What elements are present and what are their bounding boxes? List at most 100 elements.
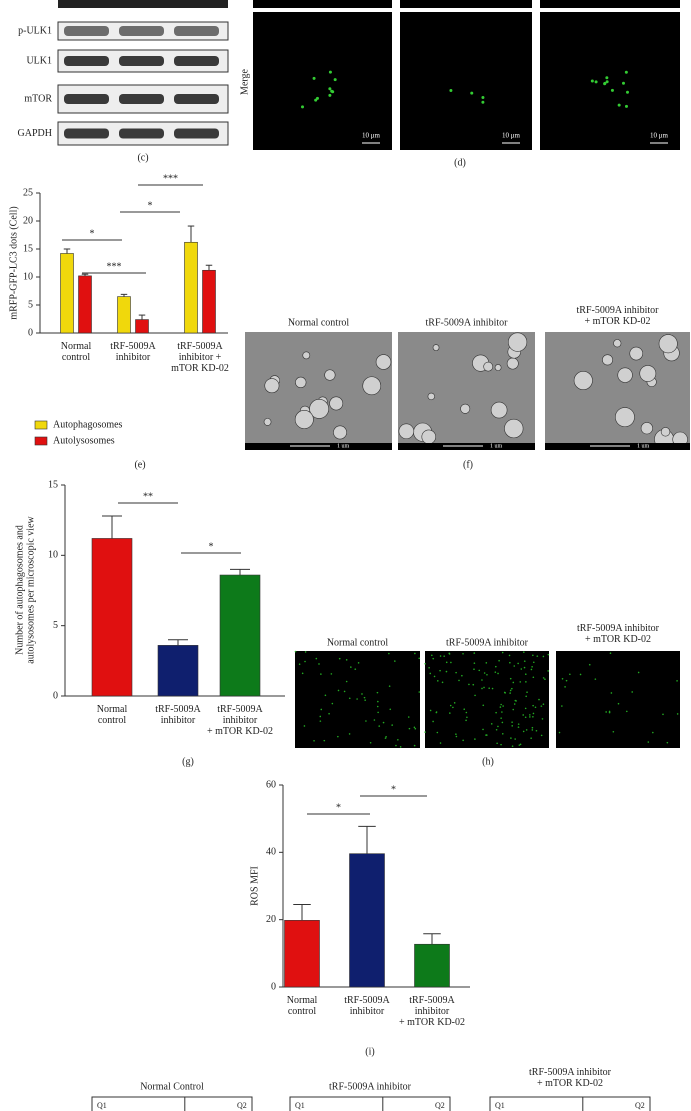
dot <box>363 696 366 699</box>
dot <box>538 698 540 701</box>
dot <box>449 89 453 93</box>
dot <box>301 105 305 109</box>
dot <box>624 70 628 74</box>
dot <box>610 88 614 92</box>
dot <box>626 710 628 713</box>
dot <box>662 713 664 716</box>
dot <box>500 703 502 706</box>
dot <box>508 654 511 657</box>
dot <box>455 671 457 674</box>
blot-strip <box>58 0 228 8</box>
y-tick-label: 0 <box>271 981 276 992</box>
dot <box>499 706 502 708</box>
dot <box>482 704 485 707</box>
dot <box>481 679 483 681</box>
caption: (i) <box>365 1046 374 1057</box>
image-title: Normal control <box>288 317 350 328</box>
vesicle <box>504 418 524 439</box>
dot <box>357 662 360 664</box>
dot <box>513 703 516 705</box>
dot <box>328 712 330 715</box>
dot <box>513 665 516 667</box>
flow-plot <box>91 1096 253 1111</box>
dot <box>501 651 504 654</box>
dot <box>318 663 320 665</box>
dot <box>514 738 516 740</box>
scale-label: 10 μm <box>362 132 381 140</box>
dot <box>330 673 333 675</box>
dot <box>428 666 430 669</box>
dot <box>485 734 487 736</box>
dot <box>436 680 439 682</box>
dot <box>483 672 486 674</box>
dot <box>500 717 502 719</box>
image-title: Normal control <box>327 637 389 648</box>
dot <box>565 679 568 682</box>
dot <box>542 677 545 679</box>
legend-label: Autolysosomes <box>53 435 115 446</box>
dot <box>523 660 526 662</box>
image-top <box>400 0 532 8</box>
scale-label: 1 um <box>637 443 650 449</box>
dot <box>547 670 549 672</box>
dot <box>532 712 535 715</box>
blot-band <box>119 26 164 36</box>
dot <box>313 739 315 742</box>
dot <box>647 741 650 743</box>
plot-title: tRF-5009A inhibitor + mTOR KD-02 <box>529 1067 612 1089</box>
dot <box>376 691 379 694</box>
dot <box>494 671 497 673</box>
vesicle <box>432 344 440 351</box>
dot <box>531 729 534 731</box>
dot <box>501 732 504 735</box>
dot <box>473 652 476 654</box>
dot <box>524 716 527 719</box>
quadrant: Q1 <box>495 1101 505 1110</box>
image-top <box>253 0 392 8</box>
dot <box>361 693 363 695</box>
dot <box>483 686 485 689</box>
x-tick-label: tRF-5009A inhibitor <box>110 341 156 363</box>
significance: * <box>90 228 95 239</box>
dot <box>530 737 532 739</box>
blot-band <box>174 128 219 139</box>
dot <box>478 669 481 672</box>
dot <box>517 723 520 725</box>
dot <box>631 691 634 693</box>
dot <box>395 744 397 747</box>
dot <box>590 79 594 83</box>
dot <box>388 685 391 687</box>
bar <box>202 269 216 334</box>
vesicle <box>375 354 392 370</box>
dot <box>449 704 452 707</box>
dot <box>564 686 566 688</box>
error-bar <box>230 568 250 576</box>
dot <box>449 712 451 714</box>
dot <box>540 705 543 707</box>
image-title: tRF-5009A inhibitor <box>446 637 529 648</box>
vesicle <box>506 357 519 370</box>
dot <box>388 652 390 655</box>
blot-band <box>119 128 164 139</box>
bar <box>135 319 149 334</box>
vesicle <box>507 332 528 352</box>
blot-label: ULK1 <box>26 55 52 66</box>
dot <box>389 708 392 711</box>
dot <box>369 741 372 744</box>
bar <box>78 275 92 334</box>
vesicle <box>639 365 657 382</box>
x-tick-label: Normal control <box>97 704 128 726</box>
dot <box>436 731 439 734</box>
x-tick-label: tRF-5009A inhibitor <box>344 995 390 1017</box>
dot <box>625 90 629 94</box>
dot <box>519 743 522 746</box>
error-bar <box>187 225 195 243</box>
dot <box>319 715 322 718</box>
significance: * <box>209 541 214 552</box>
dot <box>445 661 448 664</box>
dot <box>605 711 607 713</box>
scale-label: 1 um <box>337 443 350 449</box>
vesicle <box>602 354 614 366</box>
dot <box>418 691 421 693</box>
